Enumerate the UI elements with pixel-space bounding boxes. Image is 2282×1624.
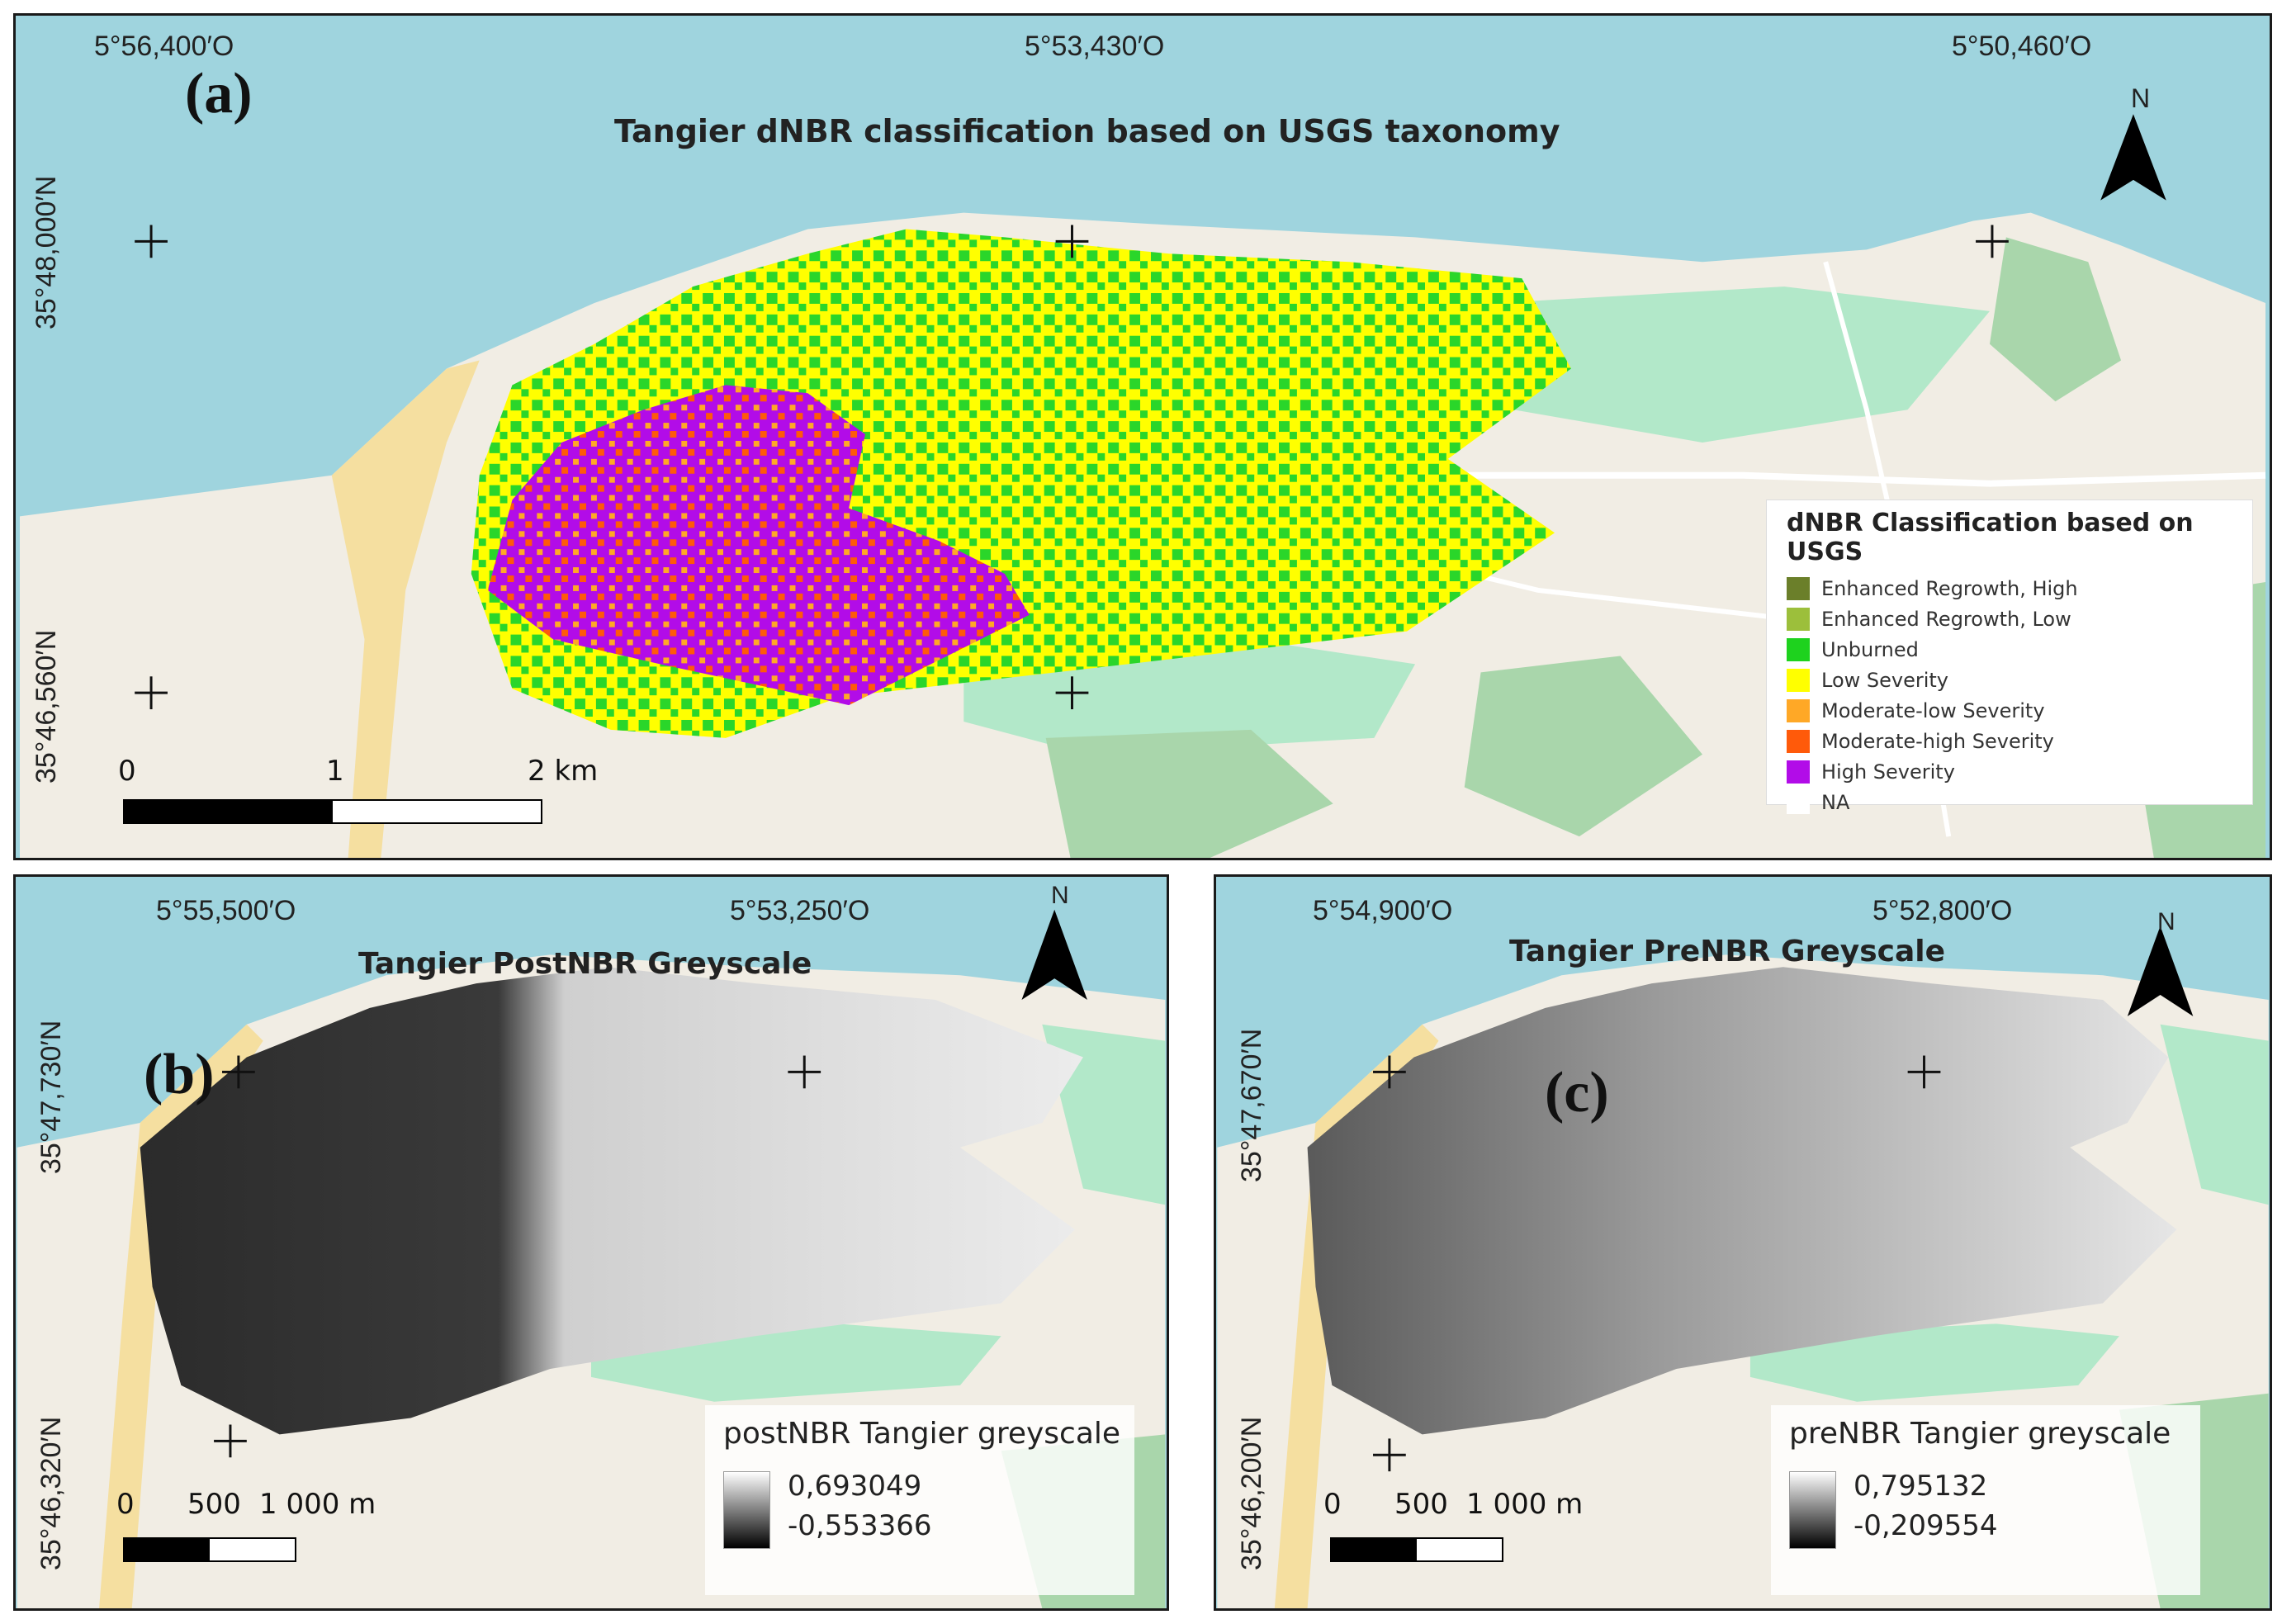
panel-b-legend-gradient (723, 1471, 770, 1549)
panel-a-legend: dNBR Classification based on USGS Enhanc… (1766, 500, 2253, 814)
panel-b-legend: postNBR Tangier greyscale 0,693049 -0,55… (705, 1405, 1134, 1595)
high-severity-area (487, 385, 1030, 706)
legend-item: Moderate-high Severity (1787, 726, 2252, 756)
legend-swatch (1787, 760, 1810, 784)
panel-b-top-coord-2: 5°53,250′O (730, 895, 870, 926)
legend-swatch (1787, 790, 1810, 814)
panel-c-scale-label-0: 0 (1323, 1488, 1342, 1521)
legend-title: dNBR Classification based on USGS (1787, 509, 2194, 566)
legend-swatch (1787, 637, 1810, 661)
panel-b-legend-max: 0,693049 (788, 1470, 922, 1503)
panel-c-north-label: N (2157, 908, 2175, 935)
panel-c-legend-max: 0,795132 (1854, 1470, 1988, 1503)
legend-item: Enhanced Regrowth, Low (1787, 604, 2252, 634)
legend-swatch (1787, 668, 1810, 692)
panel-c-legend-gradient (1789, 1471, 1836, 1549)
legend-item-label: Enhanced Regrowth, Low (1821, 607, 2071, 631)
north-arrow-icon (2100, 114, 2166, 201)
legend-swatch (1787, 698, 1810, 722)
legend-item: NA (1787, 787, 2252, 817)
panel-c-title: Tangier PreNBR Greyscale (1509, 935, 1946, 968)
panel-a-basemap (20, 16, 2266, 858)
panel-b-label: (b) (144, 1043, 215, 1106)
panel-c-scale-bar (1330, 1537, 1503, 1562)
north-arrow-icon (1021, 909, 1087, 1000)
legend-item-label: Moderate-low Severity (1821, 698, 2045, 722)
panel-c-legend: preNBR Tangier greyscale 0,795132 -0,209… (1771, 1405, 2200, 1595)
panel-b-legend-min: -0,553366 (788, 1509, 932, 1542)
north-arrow-icon (2127, 926, 2194, 1016)
panel-a-dnbr-map: 5°56,400′O 5°53,430′O 5°50,460′O 35°48,0… (13, 13, 2272, 860)
panel-b-legend-title: postNBR Tangier greyscale (723, 1417, 1121, 1451)
panel-c-left-coord-2: 35°46,200′N (1236, 1416, 1267, 1570)
panel-a-left-coord-2: 35°46,560′N (31, 629, 62, 784)
legend-swatch (1787, 729, 1810, 753)
panel-a-top-coord-1: 5°56,400′O (94, 31, 234, 62)
panel-a-title: Tangier dNBR classification based on USG… (614, 113, 1560, 149)
panel-a-scale-label-1: 1 (326, 755, 344, 788)
panel-c-left-coord-1: 35°47,670′N (1236, 1028, 1267, 1182)
prenbr-raster (1307, 967, 2177, 1435)
panel-a-top-coord-2: 5°53,430′O (1025, 31, 1165, 62)
legend-item: Enhanced Regrowth, High (1787, 573, 2252, 604)
panel-b-scale-label-0: 0 (116, 1488, 135, 1521)
postnbr-raster (140, 967, 1083, 1435)
legend-item-label: Low Severity (1821, 668, 1949, 692)
panel-c-top-coord-1: 5°54,900′O (1313, 895, 1453, 926)
panel-c-top-coord-2: 5°52,800′O (1872, 895, 2013, 926)
panel-c-scale-label-2: 1 000 m (1466, 1488, 1584, 1521)
panel-b-north-label: N (1051, 882, 1069, 909)
panel-b-left-coord-1: 35°47,730′N (36, 1020, 67, 1174)
panel-b-postnbr-map: 5°55,500′O 5°53,250′O 35°47,730′N 35°46,… (13, 874, 1169, 1611)
legend-swatch (1787, 607, 1810, 631)
panel-a-scale-label-2: 2 km (528, 755, 599, 788)
legend-item-label: Moderate-high Severity (1821, 729, 2054, 753)
legend-item: Low Severity (1787, 665, 2252, 695)
panel-a-left-coord-1: 35°48,000′N (31, 175, 62, 329)
panel-c-legend-title: preNBR Tangier greyscale (1789, 1417, 2171, 1451)
legend-item: Moderate-low Severity (1787, 695, 2252, 726)
legend-item-label: NA (1821, 790, 1850, 814)
panel-a-scale-label-0: 0 (118, 755, 136, 788)
panel-c-label: (c) (1545, 1061, 1609, 1124)
legend-swatch (1787, 576, 1810, 600)
panel-b-title: Tangier PostNBR Greyscale (358, 947, 812, 981)
legend-item: High Severity (1787, 756, 2252, 787)
legend-item: Unburned (1787, 634, 2252, 665)
panel-b-scale-label-2: 1 000 m (259, 1488, 376, 1521)
panel-b-scale-bar (123, 1537, 296, 1562)
panel-a-north-label: N (2131, 83, 2151, 113)
panel-a-label: (a) (185, 62, 253, 125)
panel-c-prenbr-map: 5°54,900′O 5°52,800′O 35°47,670′N 35°46,… (1214, 874, 2272, 1611)
legend-item-label: Unburned (1821, 637, 1919, 661)
panel-c-legend-min: -0,209554 (1854, 1509, 1998, 1542)
panel-b-top-coord-1: 5°55,500′O (156, 895, 296, 926)
legend-item-label: Enhanced Regrowth, High (1821, 576, 2078, 600)
panel-a-top-coord-3: 5°50,460′O (1952, 31, 2092, 62)
panel-b-left-coord-2: 35°46,320′N (36, 1416, 67, 1570)
panel-c-scale-label-1: 500 (1394, 1488, 1448, 1521)
panel-b-scale-label-1: 500 (187, 1488, 241, 1521)
legend-item-label: High Severity (1821, 760, 1955, 784)
panel-a-scale-bar (123, 799, 542, 824)
